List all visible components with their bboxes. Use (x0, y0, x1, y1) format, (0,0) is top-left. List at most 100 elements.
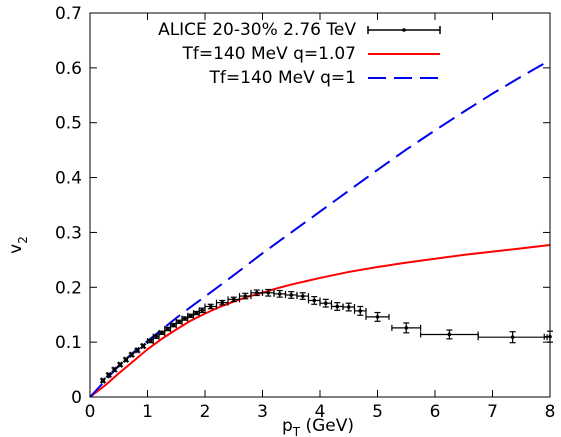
legend-entry-alice: ALICE 20-30% 2.76 TeV (158, 20, 441, 40)
x-tick-label: 2 (200, 402, 211, 422)
legend: ALICE 20-30% 2.76 TeV Tf=140 MeV q=1.07 … (158, 20, 441, 88)
y-tick-label: 0.1 (55, 333, 82, 353)
data-point (307, 296, 321, 305)
data-marker (335, 304, 340, 309)
data-marker (118, 362, 122, 367)
legend-label-q107: Tf=140 MeV q=1.07 (181, 44, 356, 64)
data-point (543, 330, 553, 343)
data-point (164, 325, 172, 332)
data-marker (510, 335, 515, 340)
data-marker (404, 326, 409, 330)
data-marker (112, 367, 117, 372)
x-tick-label: 5 (372, 402, 383, 422)
data-point (146, 338, 154, 345)
data-marker (165, 327, 170, 331)
data-point (134, 347, 141, 354)
data-point (140, 342, 147, 349)
legend-label-q1: Tf=140 MeV q=1 (209, 68, 356, 88)
data-point (420, 329, 479, 340)
data-point (122, 356, 129, 363)
x-axis-label: pT (GeV) (282, 416, 354, 437)
data-point (192, 310, 200, 317)
y-axis-label: v2 (6, 236, 30, 254)
data-marker (266, 290, 271, 295)
data-point (330, 302, 344, 311)
data-point (353, 305, 367, 316)
legend-entry-q1: Tf=140 MeV q=1 (209, 68, 440, 88)
data-marker (231, 297, 236, 302)
data-point (215, 299, 229, 306)
data-point (152, 333, 160, 340)
data-marker (346, 305, 351, 309)
data-point (273, 289, 287, 298)
data-point (117, 361, 124, 368)
data-marker (375, 315, 380, 319)
series-line-1 (89, 244, 551, 398)
data-marker (177, 320, 181, 324)
data-marker (148, 339, 153, 343)
data-marker (220, 300, 225, 305)
data-marker (277, 292, 282, 296)
x-tick-label: 0 (85, 402, 96, 422)
data-point (284, 291, 298, 299)
data-point (111, 366, 118, 373)
data-point (365, 311, 390, 322)
x-tick-label: 8 (545, 402, 556, 422)
data-marker (160, 331, 164, 335)
data-point (477, 331, 548, 344)
x-tick-label: 3 (257, 402, 268, 422)
legend-swatch-alice-marker (402, 28, 406, 32)
data-point (175, 318, 183, 325)
y-tick-labels: 0 0.1 0.2 0.3 0.4 0.5 0.6 0.7 (55, 4, 82, 408)
data-marker (188, 314, 193, 318)
data-marker (200, 308, 204, 313)
y-tick-label: 0.3 (55, 223, 82, 243)
data-marker (183, 316, 187, 321)
x-tick-label: 6 (430, 402, 441, 422)
data-point (181, 315, 189, 322)
x-tick-label: 1 (142, 402, 153, 422)
x-tick-label: 4 (315, 402, 326, 422)
data-marker (106, 373, 111, 377)
data-point (238, 292, 252, 300)
data-marker (447, 332, 452, 337)
y-tick-label: 0.4 (55, 169, 82, 189)
y-tick-label: 0 (71, 388, 82, 408)
data-point (105, 372, 112, 379)
plot-area (89, 12, 553, 398)
x-tick-labels: 0 1 2 3 4 5 6 7 8 (85, 402, 556, 422)
data-point (128, 351, 135, 358)
data-marker (135, 348, 140, 353)
data-marker (129, 352, 134, 357)
data-point (342, 302, 356, 312)
data-marker (300, 294, 305, 298)
data-marker (154, 334, 158, 339)
y-tick-label: 0.5 (55, 114, 82, 134)
series-line-2 (89, 59, 551, 398)
data-marker (171, 323, 176, 327)
data-marker (208, 304, 213, 309)
legend-label-alice: ALICE 20-30% 2.76 TeV (158, 20, 356, 40)
plot-frame (89, 12, 551, 398)
data-marker (323, 301, 328, 305)
data-marker (312, 298, 317, 303)
data-marker (358, 309, 363, 313)
data-point (227, 296, 241, 303)
data-point (198, 307, 206, 314)
y-tick-label: 0.7 (55, 4, 82, 24)
data-point (187, 312, 195, 319)
data-marker (289, 293, 294, 297)
data-marker (194, 311, 199, 315)
data-point (99, 377, 106, 384)
data-point (158, 329, 166, 336)
data-point (169, 322, 177, 329)
data-point (296, 292, 310, 300)
data-point (319, 298, 333, 308)
legend-entry-q107: Tf=140 MeV q=1.07 (181, 44, 440, 64)
x-tick-label: 7 (487, 402, 498, 422)
data-marker (101, 378, 105, 383)
data-marker (254, 290, 259, 295)
y-tick-label: 0.2 (55, 278, 82, 298)
y-tick-label: 0.6 (55, 59, 82, 79)
